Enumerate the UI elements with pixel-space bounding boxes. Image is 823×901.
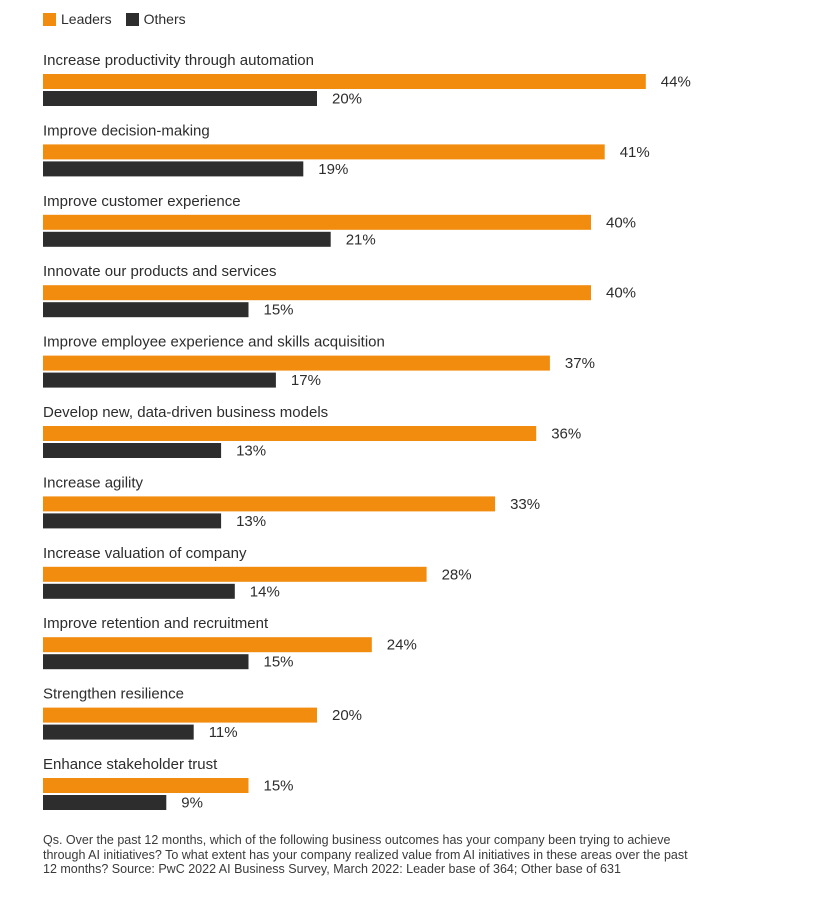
- bar-leaders-increase-agility: [43, 496, 496, 512]
- legend-label-others: Others: [143, 11, 186, 27]
- value-label-others-develop-new-data-driven-business-models: 13%: [236, 443, 266, 460]
- legend-item-others: Others: [125, 11, 186, 27]
- value-label-leaders-develop-new-data-driven-business-models: 36%: [551, 426, 581, 443]
- category-label-increase-valuation-of-company: Increase valuation of company: [43, 545, 247, 562]
- bar-others-increase-productivity-through-automation: [43, 91, 317, 106]
- value-label-leaders-strengthen-resilience: 20%: [332, 707, 362, 724]
- category-label-enhance-stakeholder-trust: Enhance stakeholder trust: [43, 756, 218, 773]
- value-label-others-increase-agility: 13%: [236, 513, 266, 530]
- value-label-leaders-increase-agility: 33%: [510, 496, 540, 513]
- chart-legend: Leaders Others: [43, 11, 200, 27]
- category-label-improve-employee-experience-and-skills-acquisition: Improve employee experience and skills a…: [43, 334, 385, 351]
- value-label-leaders-improve-employee-experience-and-skills-acquisition: 37%: [565, 355, 595, 372]
- category-label-develop-new-data-driven-business-models: Develop new, data-driven business models: [43, 404, 328, 421]
- category-label-strengthen-resilience: Strengthen resilience: [43, 686, 184, 703]
- category-label-increase-productivity-through-automation: Increase productivity through automation: [43, 52, 314, 69]
- legend-swatch-others: [125, 12, 139, 26]
- category-label-innovate-our-products-and-services: Innovate our products and services: [43, 263, 276, 280]
- bar-others-develop-new-data-driven-business-models: [43, 443, 222, 458]
- bar-others-improve-decision-making: [43, 161, 304, 177]
- value-label-leaders-improve-decision-making: 41%: [620, 144, 650, 161]
- value-label-leaders-innovate-our-products-and-services: 40%: [606, 285, 636, 302]
- bar-others-improve-retention-and-recruitment: [43, 654, 249, 670]
- value-label-leaders-improve-customer-experience: 40%: [606, 214, 636, 231]
- chart-footnote: Qs. Over the past 12 months, which of th…: [43, 833, 688, 876]
- bar-leaders-enhance-stakeholder-trust: [43, 778, 249, 793]
- value-label-others-improve-retention-and-recruitment: 15%: [264, 654, 294, 671]
- bar-others-increase-agility: [43, 513, 222, 529]
- bar-leaders-innovate-our-products-and-services: [43, 285, 591, 301]
- bar-others-increase-valuation-of-company: [43, 583, 235, 599]
- value-label-leaders-increase-valuation-of-company: 28%: [442, 566, 472, 583]
- bar-others-enhance-stakeholder-trust: [43, 795, 167, 810]
- category-label-improve-decision-making: Improve decision-making: [43, 122, 210, 139]
- value-label-others-improve-employee-experience-and-skills-acquisition: 17%: [291, 372, 321, 389]
- bar-leaders-develop-new-data-driven-business-models: [43, 426, 537, 441]
- category-label-improve-customer-experience: Improve customer experience: [43, 193, 241, 210]
- bar-others-improve-employee-experience-and-skills-acquisition: [43, 372, 276, 388]
- bar-leaders-strengthen-resilience: [43, 707, 317, 723]
- value-label-others-enhance-stakeholder-trust: 9%: [181, 795, 203, 812]
- value-label-leaders-enhance-stakeholder-trust: 15%: [264, 778, 294, 795]
- bar-leaders-improve-customer-experience: [43, 214, 591, 230]
- value-label-others-improve-decision-making: 19%: [318, 161, 348, 178]
- value-label-others-increase-valuation-of-company: 14%: [250, 583, 280, 600]
- bar-leaders-increase-productivity-through-automation: [43, 74, 646, 89]
- bar-others-improve-customer-experience: [43, 231, 331, 247]
- category-label-improve-retention-and-recruitment: Improve retention and recruitment: [43, 615, 269, 632]
- bar-others-strengthen-resilience: [43, 724, 194, 740]
- value-label-others-innovate-our-products-and-services: 15%: [264, 302, 294, 319]
- category-label-increase-agility: Increase agility: [43, 474, 144, 491]
- bar-others-innovate-our-products-and-services: [43, 302, 249, 318]
- bar-leaders-increase-valuation-of-company: [43, 566, 427, 582]
- bar-chart: Increase productivity through automation…: [43, 52, 691, 812]
- legend-label-leaders: Leaders: [61, 11, 112, 27]
- bar-leaders-improve-employee-experience-and-skills-acquisition: [43, 355, 550, 371]
- value-label-leaders-improve-retention-and-recruitment: 24%: [387, 637, 417, 654]
- bar-leaders-improve-retention-and-recruitment: [43, 637, 372, 653]
- value-label-leaders-increase-productivity-through-automation: 44%: [661, 74, 691, 91]
- legend-swatch-leaders: [43, 12, 56, 26]
- value-label-others-strengthen-resilience: 11%: [209, 724, 238, 741]
- legend-item-leaders: Leaders: [43, 11, 112, 27]
- value-label-others-increase-productivity-through-automation: 20%: [332, 91, 362, 108]
- value-label-others-improve-customer-experience: 21%: [346, 231, 376, 248]
- bar-leaders-improve-decision-making: [43, 144, 605, 160]
